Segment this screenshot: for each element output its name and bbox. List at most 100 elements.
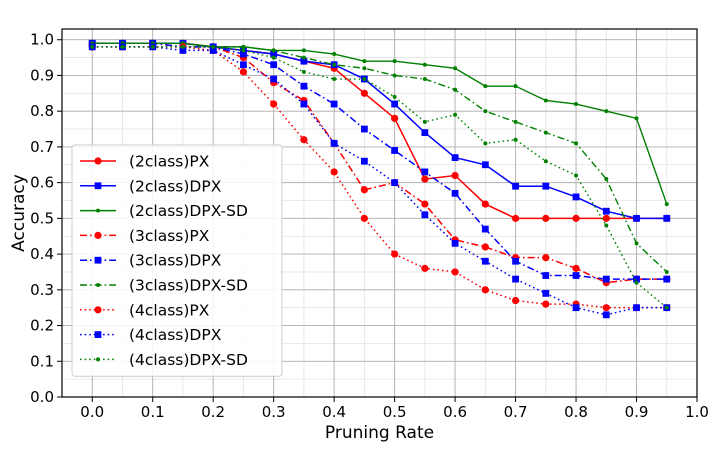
x-tick-label: 0.5 <box>383 403 407 421</box>
data-point <box>391 147 399 154</box>
data-point <box>481 200 489 208</box>
data-point <box>332 62 337 67</box>
data-point <box>633 214 640 222</box>
data-point <box>633 275 640 283</box>
data-point <box>572 193 580 201</box>
data-point <box>574 102 579 107</box>
data-point <box>604 223 609 228</box>
data-point <box>271 55 276 60</box>
data-point <box>451 189 459 197</box>
x-tick-label: 0.0 <box>80 403 104 421</box>
data-point <box>301 55 306 60</box>
data-point <box>511 296 520 305</box>
data-point <box>240 50 247 58</box>
data-point <box>664 202 669 207</box>
y-tick-label: 0.0 <box>30 388 54 406</box>
data-point <box>663 275 671 283</box>
data-point <box>574 173 579 178</box>
legend-entry: (3class)DPX <box>80 252 222 270</box>
legend-entry: (4class)PX <box>80 301 210 319</box>
data-point <box>453 87 458 92</box>
legend-label: (4class)DPX-SD <box>129 351 248 369</box>
data-point <box>332 77 337 82</box>
y-tick-label: 0.4 <box>30 245 54 263</box>
data-point <box>453 112 458 117</box>
legend-box <box>71 144 283 377</box>
y-tick-label: 0.5 <box>30 209 54 227</box>
legend-marker <box>94 256 102 264</box>
y-axis-title: Accuracy <box>9 174 29 252</box>
y-tick-label: 1.0 <box>30 31 54 49</box>
data-point <box>481 225 489 233</box>
legend-marker <box>94 331 102 338</box>
data-point <box>513 119 518 124</box>
data-point <box>421 168 429 176</box>
data-point <box>542 300 550 308</box>
data-point <box>572 264 580 272</box>
data-point <box>572 214 580 222</box>
data-point <box>120 44 125 49</box>
data-point <box>150 44 155 49</box>
data-point <box>332 52 337 57</box>
data-point <box>421 129 429 137</box>
data-point <box>574 141 579 146</box>
data-point <box>360 89 368 97</box>
data-point <box>634 241 639 246</box>
data-point <box>330 168 338 176</box>
data-point <box>604 177 609 182</box>
data-point <box>422 62 427 67</box>
legend-label: (4class)PX <box>129 301 210 319</box>
x-tick-label: 0.9 <box>625 403 649 421</box>
data-point <box>513 137 518 142</box>
data-point <box>271 48 276 53</box>
data-point <box>602 207 610 215</box>
data-point <box>512 182 519 190</box>
x-tick-label: 1.0 <box>685 403 709 421</box>
legend: (2class)PX (2class)DPX (2class)DPX-SD (3cla… <box>71 144 283 377</box>
data-point <box>604 109 609 114</box>
data-point <box>330 139 338 147</box>
data-point <box>391 179 399 187</box>
data-point <box>300 57 308 65</box>
data-point <box>362 66 367 71</box>
legend-label: (2class)DPX <box>129 177 222 195</box>
data-point <box>663 214 671 222</box>
legend-label: (3class)DPX-SD <box>129 277 248 295</box>
data-point <box>300 82 308 90</box>
legend-entry: (2class)DPX <box>80 177 222 195</box>
data-point <box>391 250 399 258</box>
data-point <box>451 171 459 180</box>
data-point <box>300 100 308 108</box>
y-axis-ticks: 0.0 0.1 0.2 0.3 0.4 0.5 0.6 0.7 0.8 0.9 1.0 <box>30 31 62 406</box>
data-point <box>543 98 548 103</box>
data-point <box>481 257 489 265</box>
data-point <box>602 214 610 222</box>
data-point <box>360 186 368 194</box>
x-tick-label: 0.6 <box>443 403 467 421</box>
data-point <box>360 125 368 133</box>
data-point <box>511 214 520 222</box>
data-point <box>664 269 669 274</box>
data-point <box>543 130 548 135</box>
data-point <box>542 214 550 222</box>
data-point <box>270 75 278 83</box>
data-point <box>572 272 580 279</box>
data-point <box>391 100 399 108</box>
data-point <box>300 136 308 144</box>
legend-marker <box>94 231 102 239</box>
legend-label: (3class)PX <box>129 227 210 245</box>
x-tick-label: 0.3 <box>262 403 286 421</box>
data-point <box>270 50 278 58</box>
data-point <box>572 304 580 312</box>
data-point <box>513 84 518 89</box>
data-point <box>330 100 338 108</box>
data-point <box>451 154 459 162</box>
series-line <box>92 42 668 205</box>
data-point <box>453 66 458 71</box>
data-point <box>483 84 488 89</box>
series-line <box>92 46 668 309</box>
y-tick-label: 0.3 <box>30 281 54 299</box>
legend-label: (2class)DPX-SD <box>129 202 248 220</box>
legend-entry: (3class)PX <box>80 227 210 245</box>
data-point <box>392 59 397 64</box>
